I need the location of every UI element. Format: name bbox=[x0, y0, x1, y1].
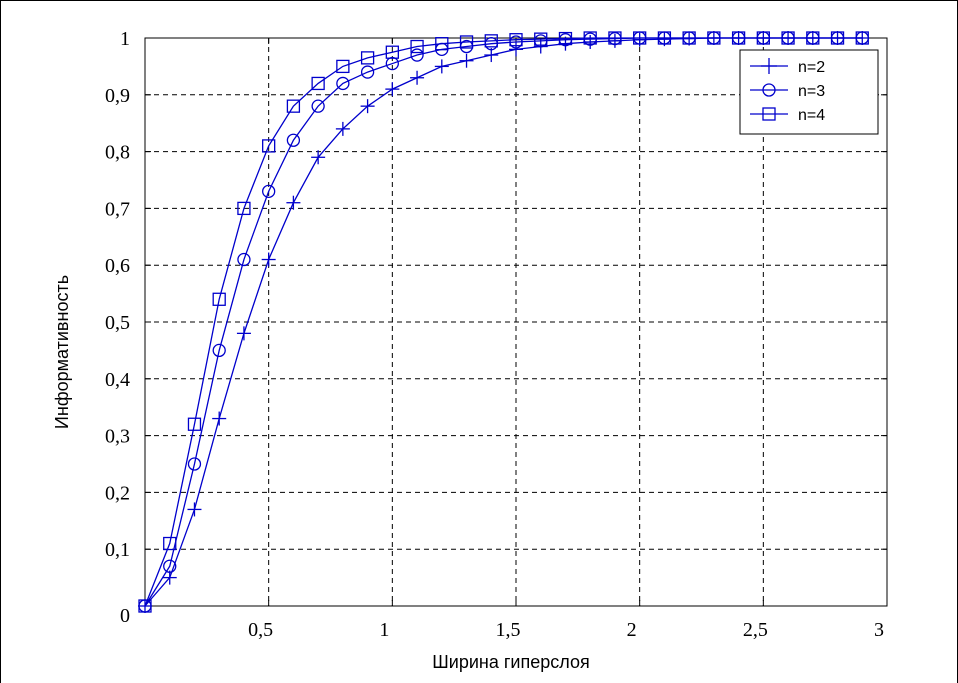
x-tick-label: 2,5 bbox=[743, 619, 768, 641]
legend-entry: n=2 bbox=[750, 58, 825, 76]
legend-marker-square bbox=[762, 107, 776, 121]
y-tick-label: 0,7 bbox=[105, 198, 130, 220]
y-tick-label: 0,8 bbox=[105, 142, 130, 164]
data-point-square bbox=[682, 31, 696, 45]
legend-label: n=4 bbox=[798, 107, 825, 124]
data-point-circle bbox=[286, 133, 301, 147]
figure-frame-left-edge bbox=[0, 0, 1, 683]
data-point-square bbox=[583, 31, 597, 45]
data-point-circle bbox=[187, 457, 202, 471]
legend-label: n=3 bbox=[798, 83, 825, 100]
y-axis: 0 0,1 0,2 0,3 0,4 0,5 0,6 0,7 0,8 0,9 1 bbox=[105, 28, 887, 627]
x-tick-label: 3 bbox=[874, 619, 884, 641]
data-point-square bbox=[311, 76, 325, 91]
legend-marker-plus bbox=[761, 58, 777, 74]
data-point-plus bbox=[162, 570, 177, 585]
data-point-square bbox=[459, 35, 474, 49]
legend-label: n=2 bbox=[798, 59, 825, 76]
y-axis-label: Информативность bbox=[52, 275, 72, 429]
y-tick-label: 0,1 bbox=[105, 539, 130, 561]
data-point-square bbox=[360, 51, 375, 65]
data-point-circle bbox=[212, 343, 226, 358]
x-axis: 0,5 1 1,5 2 2,5 3 bbox=[248, 38, 888, 641]
data-point-plus bbox=[484, 48, 499, 63]
data-point-square bbox=[781, 31, 795, 45]
data-point-square bbox=[286, 99, 301, 113]
data-point-square bbox=[806, 31, 820, 45]
data-point-square bbox=[262, 139, 276, 153]
y-tick-label: 0,2 bbox=[105, 482, 130, 504]
data-point-plus bbox=[236, 326, 251, 341]
data-point-plus bbox=[360, 99, 375, 114]
data-point-square bbox=[855, 31, 869, 45]
data-point-circle bbox=[410, 48, 424, 62]
data-point-plus bbox=[311, 150, 326, 165]
y-tick-label: 0,9 bbox=[105, 85, 130, 107]
legend-marker-circle bbox=[762, 83, 776, 97]
x-tick-label: 1 bbox=[379, 619, 389, 641]
data-point-square bbox=[731, 31, 746, 45]
data-point-circle bbox=[262, 184, 276, 199]
y-tick-label: 0 bbox=[120, 605, 130, 627]
data-point-square bbox=[707, 31, 721, 45]
data-point-square bbox=[410, 39, 424, 54]
legend: n=2 n=3 n=4 bbox=[739, 49, 879, 135]
data-point-plus bbox=[459, 53, 474, 68]
legend-entry: n=4 bbox=[750, 107, 825, 124]
data-point-square bbox=[484, 34, 498, 48]
data-point-circle bbox=[311, 99, 325, 113]
data-point-square bbox=[385, 45, 399, 59]
grid bbox=[145, 38, 887, 606]
data-point-square bbox=[830, 31, 845, 45]
data-point-circle bbox=[237, 252, 251, 267]
data-point-plus bbox=[286, 195, 301, 210]
data-point-square bbox=[534, 32, 548, 46]
data-point-square bbox=[237, 201, 251, 216]
data-point-square bbox=[558, 31, 573, 46]
data-point-plus bbox=[212, 411, 227, 426]
x-axis-label: Ширина гиперслоя bbox=[432, 652, 589, 672]
data-point-square bbox=[509, 33, 523, 47]
y-tick-label: 0,6 bbox=[105, 255, 130, 277]
data-point-plus bbox=[385, 82, 400, 97]
data-point-plus bbox=[410, 70, 425, 85]
data-point-square bbox=[138, 599, 152, 613]
y-tick-label: 0,4 bbox=[105, 369, 130, 391]
series-square bbox=[138, 31, 869, 613]
data-point-plus bbox=[607, 33, 622, 48]
x-tick-label: 1,5 bbox=[496, 619, 521, 641]
data-point-square bbox=[657, 31, 672, 45]
data-point-circle bbox=[163, 559, 177, 573]
data-point-circle bbox=[360, 65, 375, 79]
data-point-plus bbox=[187, 502, 202, 517]
data-point-plus bbox=[434, 59, 449, 74]
x-tick-label: 0,5 bbox=[248, 619, 273, 641]
x-tick-label: 2 bbox=[627, 619, 637, 641]
series-line-square bbox=[144, 37, 863, 607]
data-point-square bbox=[756, 31, 770, 45]
data-point-square bbox=[435, 37, 449, 51]
data-point-plus bbox=[261, 252, 276, 267]
data-point-square bbox=[163, 536, 177, 551]
y-tick-label: 0,5 bbox=[105, 312, 130, 334]
y-tick-label: 0,3 bbox=[105, 426, 130, 448]
data-point-plus bbox=[509, 42, 523, 57]
data-point-square bbox=[187, 417, 202, 431]
data-point-square bbox=[608, 31, 622, 45]
data-point-square bbox=[336, 59, 350, 74]
data-point-plus bbox=[335, 121, 350, 136]
data-point-square bbox=[633, 31, 647, 45]
series-layer bbox=[138, 31, 870, 613]
data-point-circle bbox=[336, 76, 350, 91]
legend-entry: n=3 bbox=[750, 83, 825, 100]
data-point-square bbox=[212, 292, 226, 306]
y-tick-label: 1 bbox=[120, 28, 130, 50]
